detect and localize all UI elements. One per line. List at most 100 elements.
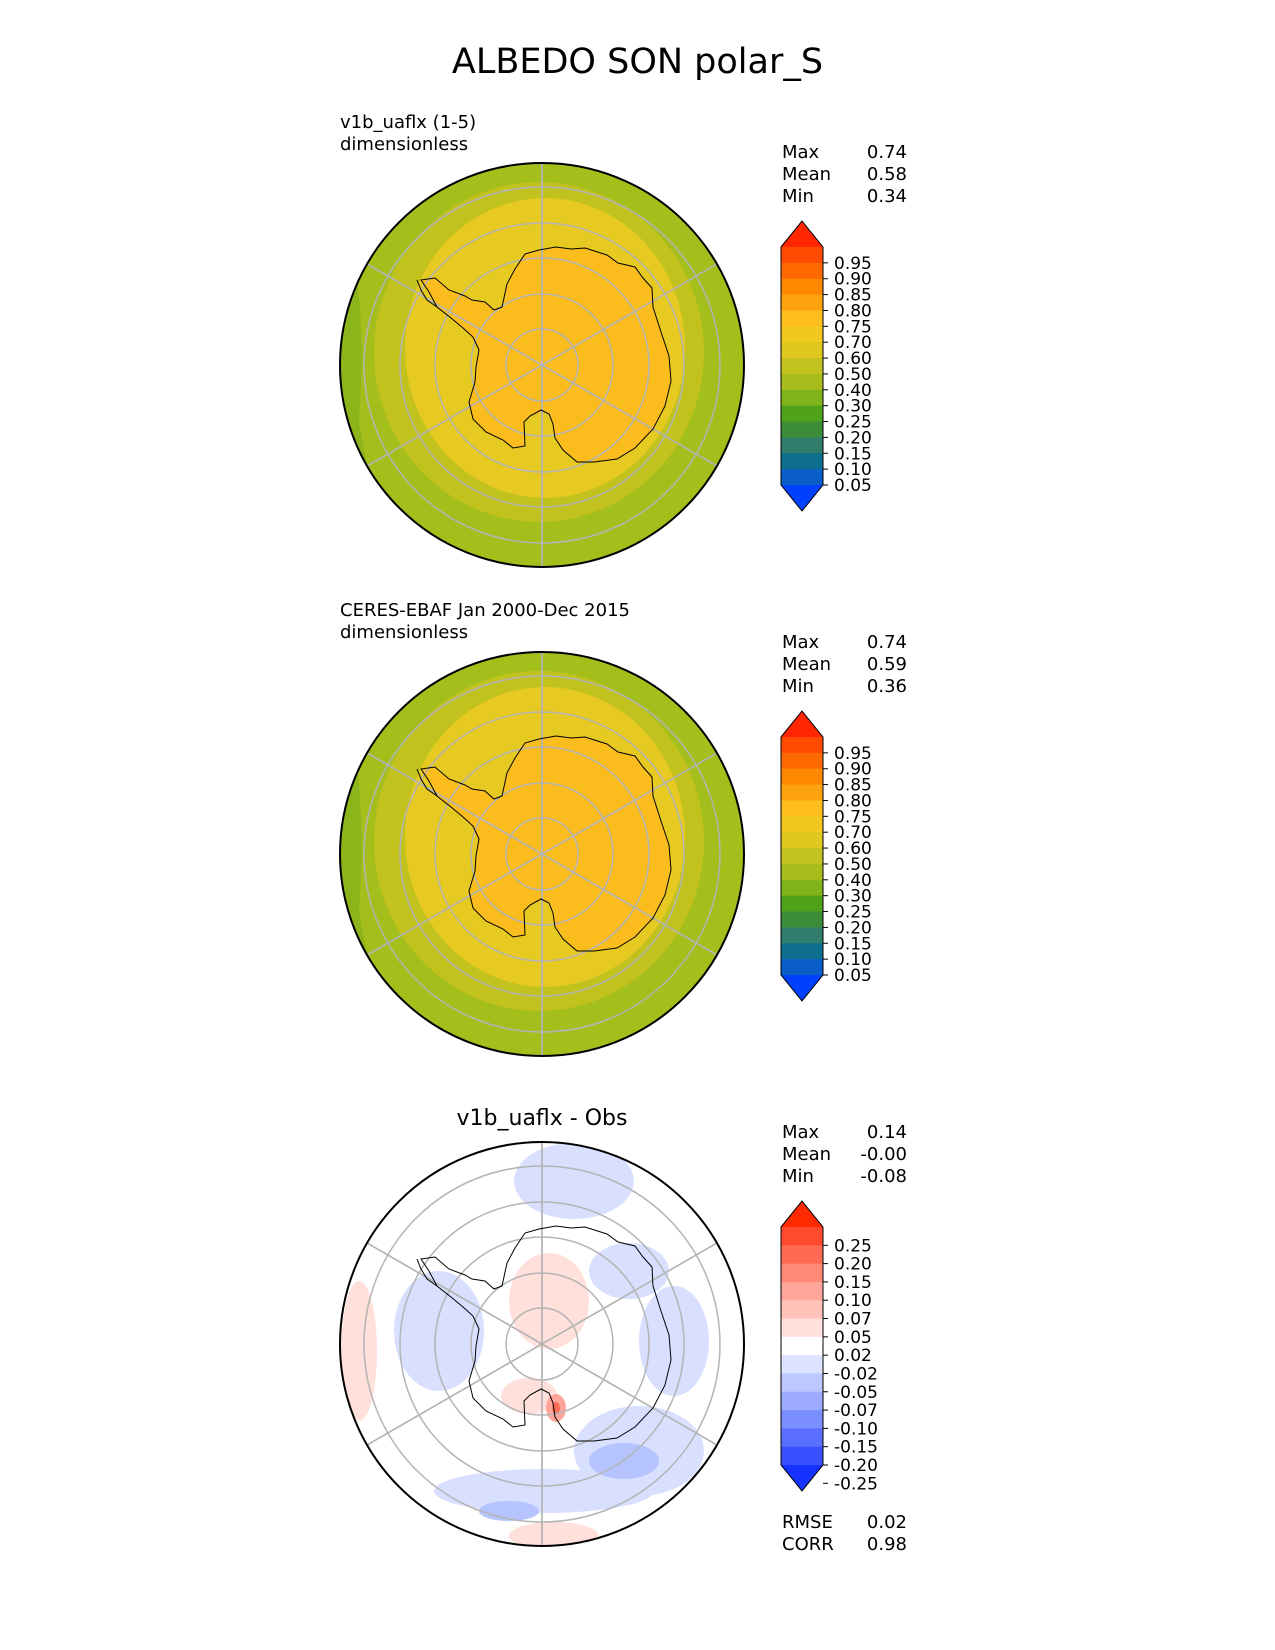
colorbar-segment (781, 1318, 823, 1338)
colorbar-tick-label: 0.30 (834, 397, 872, 417)
colorbar-segment (781, 768, 823, 786)
negative-anomaly-patch (514, 1143, 634, 1219)
colorbar-tick-label: 0.15 (834, 934, 872, 954)
colorbar-segment (781, 959, 823, 976)
colorbar-segment (781, 262, 823, 280)
stat-value: 0.34 (866, 186, 907, 207)
colorbar-extend-top (781, 711, 823, 737)
negative-anomaly-patch (479, 1501, 539, 1521)
stat-row: Min 0.36 (782, 676, 907, 698)
colorbar-svg: 0.250.200.150.100.070.050.02-0.02-0.05-0… (780, 1200, 878, 1494)
colorbar-segment (781, 469, 823, 486)
colorbar-tick-label: 0.10 (834, 460, 872, 480)
antarctic-peninsula-coastline (416, 1258, 438, 1287)
colorbar-segment (781, 1227, 823, 1246)
colorbar-tick-label: 0.05 (834, 1328, 872, 1348)
positive-anomaly-patch (341, 1281, 377, 1421)
meridian-line (366, 1242, 718, 1446)
colorbar-segment (781, 1428, 823, 1448)
colorbar-segment (781, 832, 823, 849)
map-boundary (339, 651, 745, 1057)
panel-3-polar-map (339, 1141, 745, 1551)
colorbar-segment (781, 863, 823, 881)
colorbar-segment (781, 1281, 823, 1301)
colorbar-extend-bottom (781, 1465, 823, 1491)
negative-anomaly-patch (394, 1271, 484, 1391)
antarctic-peninsula-coastline (416, 279, 438, 308)
colorbar-tick-label: 0.10 (834, 1291, 872, 1311)
colorbar-segment (781, 453, 823, 470)
stat-label: Mean (782, 1144, 832, 1165)
stat-value: 0.59 (866, 654, 907, 675)
stat-row: Min 0.34 (782, 186, 907, 208)
colorbar-extend-top (781, 221, 823, 247)
colorbar-segment (781, 1391, 823, 1411)
colorbar-tick-label: -0.15 (834, 1438, 878, 1458)
stat-label: Max (782, 1122, 820, 1143)
colorbar-tick-label: 0.20 (834, 918, 872, 938)
panel-2-header: CERES-EBAF Jan 2000-Dec 2015 dimensionle… (340, 600, 630, 644)
stat-label: Min (782, 1166, 814, 1187)
meridian-line (366, 752, 718, 956)
colorbar-segment (781, 1263, 823, 1283)
antarctica-coastline (420, 735, 672, 952)
panel-2-colorbar: 0.95 0.90 0.85 0.80 0.75 0.70 0.60 0.50 0.40 0.30… (780, 710, 890, 1008)
figure-title: ALBEDO SON polar_S (451, 42, 824, 82)
colorbar-tick-label: 0.10 (834, 950, 872, 970)
colorbar-tick-label: 0.70 (834, 823, 872, 843)
colorbar-extend-bottom (781, 485, 823, 511)
colorbar-tick-label: 0.60 (834, 349, 872, 369)
antarctica-coastline (420, 246, 672, 463)
colorbar-segment (781, 310, 823, 327)
colorbar-segment (781, 389, 823, 407)
colorbar-tick-label: 0.02 (834, 1346, 872, 1366)
colorbar-tick-label: -0.02 (834, 1364, 878, 1384)
colorbar-svg: 0.950.900.850.800.750.700.600.500.400.30… (780, 220, 872, 512)
antarctica-coastline (420, 1225, 672, 1442)
polar-map-svg (339, 1141, 745, 1547)
colorbar-segment (781, 437, 823, 454)
panel-1-colorbar: 0.95 0.90 0.85 0.80 0.75 0.70 0.60 0.50 0.40 0.30… (780, 220, 890, 518)
stat-value: 0.36 (866, 676, 907, 697)
colorbar-segment (781, 911, 823, 928)
panel-2-stats: Max 0.74 Mean 0.59 Min 0.36 (782, 632, 907, 698)
stat-row: Mean -0.00 (782, 1144, 907, 1166)
colorbar-segment (781, 1336, 823, 1356)
colorbar-tick-label: 0.95 (834, 254, 872, 274)
colorbar-svg: 0.950.900.850.800.750.700.600.500.400.30… (780, 710, 872, 1002)
map-boundary (339, 1141, 745, 1547)
colorbar-segment (781, 373, 823, 391)
colorbar-tick-label: 0.50 (834, 365, 872, 385)
colorbar-segment (781, 1446, 823, 1466)
colorbar-segment (781, 737, 823, 754)
colorbar-tick-label: 0.85 (834, 286, 872, 306)
negative-anomaly-patch (639, 1286, 709, 1396)
colorbar-tick-label: 0.80 (834, 791, 872, 811)
stat-row: Mean 0.59 (782, 654, 907, 676)
stat-value: -0.00 (860, 1144, 907, 1165)
colorbar-tick-label: -0.10 (834, 1419, 878, 1439)
colorbar-segment (781, 326, 823, 343)
colorbar-segment (781, 800, 823, 817)
colorbar-segment (781, 358, 823, 375)
colorbar-segment (781, 1355, 823, 1374)
stat-label: Mean (782, 164, 832, 185)
colorbar-segment (781, 294, 823, 311)
stat-label: Max (782, 632, 820, 653)
colorbar-tick-label: 0.20 (834, 1255, 872, 1275)
map-boundary (339, 162, 745, 568)
colorbar-tick-label: 0.25 (834, 1236, 872, 1256)
colorbar-segment (781, 784, 823, 801)
stat-row: Max 0.14 (782, 1122, 907, 1144)
colorbar-segment (781, 816, 823, 833)
colorbar-tick-label: 0.90 (834, 760, 872, 780)
panel-1-polar-map (339, 162, 745, 572)
colorbar-tick-label: 0.40 (834, 381, 872, 401)
colorbar-tick-label: 0.05 (834, 966, 872, 986)
panel-1-header: v1b_uaflx (1-5) dimensionless (340, 112, 476, 156)
panel-1-units-label: dimensionless (340, 134, 469, 155)
stat-label: Min (782, 676, 814, 697)
colorbar-segment (781, 848, 823, 865)
stat-row: CORR 0.98 (782, 1534, 907, 1556)
colorbar-tick-label: -0.25 (834, 1474, 878, 1494)
